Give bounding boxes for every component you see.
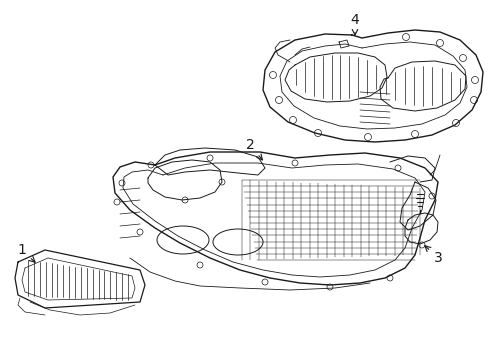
Text: 2: 2 [245, 138, 262, 160]
Text: 1: 1 [18, 243, 35, 262]
Text: 4: 4 [350, 13, 359, 35]
Text: 3: 3 [424, 246, 442, 265]
